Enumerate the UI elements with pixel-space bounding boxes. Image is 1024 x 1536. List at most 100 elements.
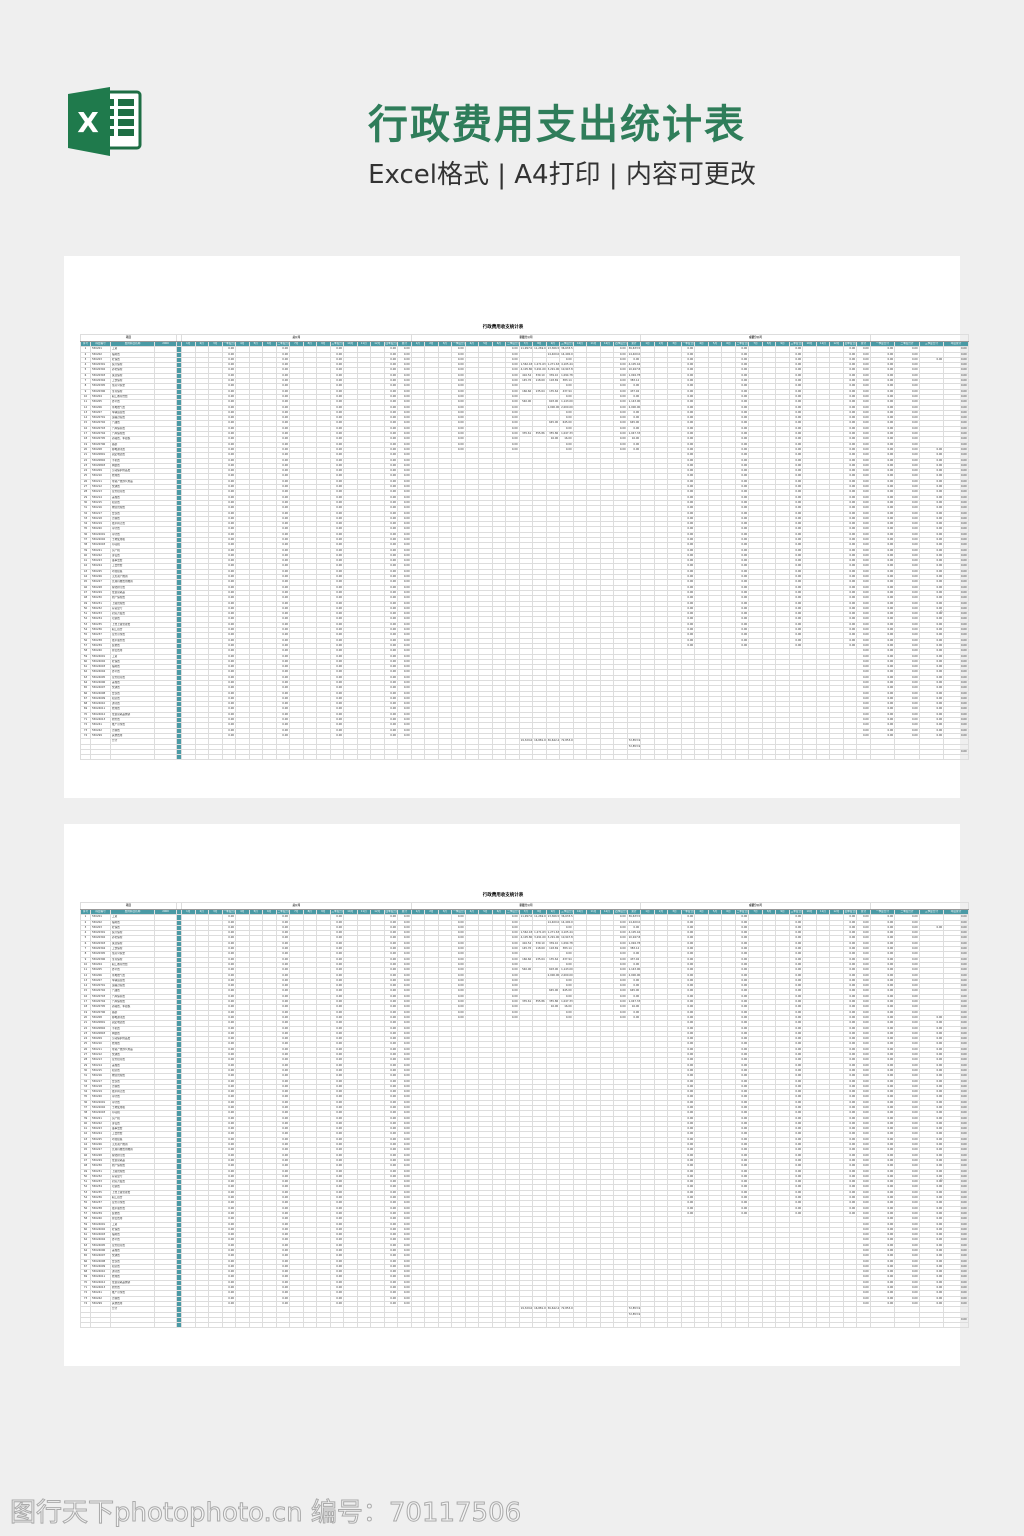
cell: 1,047.33	[626, 431, 642, 438]
cell: 0.00	[275, 732, 290, 740]
cell: 645.00	[545, 420, 561, 427]
column-header: 2月	[424, 908, 439, 916]
cell: 0.00	[275, 669, 290, 676]
group-header: 项目	[80, 334, 177, 342]
cell: 0.00	[275, 536, 290, 544]
cell: 0.00	[329, 611, 344, 618]
cell: 0.00	[329, 473, 344, 480]
cell: 0.00	[626, 425, 642, 433]
cell: 0.00	[329, 732, 344, 740]
cell: 0.00	[451, 431, 466, 438]
cell: 16.00	[626, 436, 642, 443]
table-row: 1 550201 工资 0.00 0.00 0.00 0.00 0.00 0.00 0.00 11,…	[80, 914, 969, 921]
cell	[80, 754, 91, 761]
cell	[154, 754, 177, 761]
cell: 36,633.52	[626, 914, 642, 921]
cell: 0.00	[451, 919, 466, 926]
column-header: 2月	[424, 340, 439, 348]
column-header: 四季度合计	[383, 908, 398, 916]
cell: 36,633.52	[559, 346, 574, 353]
table-row: 45 550227 长期待摊费用摊销 0.00 0.00 0.00 0.00 0.00 0.00…	[80, 579, 969, 586]
sheet-title: 行政费用收支统计表	[482, 325, 524, 330]
cell: 16,881.90	[532, 738, 547, 745]
cell	[370, 754, 385, 761]
cell: 645.00	[626, 420, 642, 427]
table-row: 20 550208 邮电通讯费 0.00 0.00 0.00 0.00 0.00 0.00 0.0…	[80, 446, 969, 454]
table-row: 4 55020301 医疗保险 0.00 0.00 0.00 0.00 0.00 0.00 0.0…	[80, 362, 969, 369]
cell: 0.00	[329, 621, 344, 629]
cell: 0.00	[451, 372, 466, 380]
cell: 0.00	[275, 658, 290, 666]
cell: 0.00	[329, 595, 344, 602]
cell: 0.00	[329, 706, 344, 713]
cell: 0.00	[275, 637, 290, 644]
cell: 0.00	[275, 351, 290, 358]
column-header: 11月	[356, 908, 371, 916]
cell: 0.00	[397, 351, 412, 358]
cell: 0.00	[329, 351, 344, 358]
table-row: 11 550205 办公费 0.00 0.00 0.00 0.00 0.00 0.00 0.00 5…	[80, 399, 969, 406]
cell	[208, 754, 223, 761]
cell: 0.00	[397, 674, 412, 682]
table-row: 60 55024002 社保费 0.00 0.00 0.00 0.00 0.00 0.00 0.0…	[80, 658, 969, 666]
cell: 0.00	[397, 404, 412, 411]
cell	[869, 754, 896, 761]
cell	[918, 754, 945, 761]
cell: 0.00	[397, 701, 412, 708]
column-header: 8月	[302, 908, 317, 916]
cell: 0.00	[329, 648, 344, 655]
cell: 0.00	[329, 658, 344, 666]
cell: 72,853.97	[559, 738, 574, 745]
cell: 1,271.63	[545, 362, 561, 369]
cell: 0.00	[329, 388, 344, 395]
cell: 0.00	[397, 346, 412, 353]
table-row: 5 55020302 养老保险 0.00 0.00 0.00 0.00 0.00 0.00 0.0…	[80, 367, 969, 374]
cell: 0.00	[397, 399, 412, 406]
column-header: 三季度合计	[559, 340, 574, 348]
cell: 1,271.63	[532, 362, 547, 369]
cell: 0.00	[275, 589, 290, 597]
cell: 0.00	[329, 701, 344, 708]
column-header: 5月	[248, 908, 263, 916]
cell: 0.00	[397, 521, 412, 528]
cell: 0.00	[275, 436, 290, 443]
cell: 166.66	[518, 388, 534, 395]
cell: 0.00	[329, 600, 344, 607]
cell	[410, 754, 426, 761]
cell: 0.00	[397, 658, 412, 666]
column-header: 4月	[464, 908, 480, 916]
cell	[586, 754, 601, 761]
cell: 0.00	[329, 505, 344, 512]
cell: 0.00	[451, 367, 466, 374]
cell	[943, 754, 969, 761]
table-row: 22 55020802 手机费 0.00 0.00 0.00 0.00 0.00 0.00 0.0…	[80, 457, 969, 464]
cell: 0.00	[397, 621, 412, 629]
cell: 0.00	[329, 653, 344, 660]
cell	[176, 754, 182, 761]
cell: 0.00	[275, 706, 290, 713]
cell: 1,143.00	[559, 399, 574, 406]
cell: 0.00	[329, 367, 344, 374]
cell: 0.00	[275, 621, 290, 629]
cell: 0.00	[397, 605, 412, 613]
cell: 0.00	[397, 388, 412, 395]
table-row: 3 550203 社保费 0.00 0.00 0.00 0.00 0.00 0.00 0.00 0.…	[80, 356, 969, 364]
cell: 0.00	[275, 664, 290, 671]
cell: 0.00	[329, 579, 344, 586]
cell: 0.00	[329, 584, 344, 591]
cell: 0.00	[397, 568, 412, 576]
cell	[815, 754, 831, 761]
cell: 36,633.52	[626, 346, 642, 353]
cell: 0.00	[329, 404, 344, 411]
cell: 0.00	[275, 346, 290, 353]
cell: 0.00	[329, 919, 344, 926]
cell	[545, 754, 561, 761]
cell: 0.00	[451, 425, 466, 433]
cell: 0.00	[275, 632, 290, 639]
cell: 0.00	[329, 362, 344, 369]
cell: 0.00	[275, 727, 290, 734]
cell: 0.00	[275, 701, 290, 708]
cell: 0.00	[275, 914, 290, 921]
table-row: 8 55020305 住房公积金 0.00 0.00 0.00 0.00 0.00 0.00 0.…	[80, 383, 969, 390]
cell: 0.00	[275, 415, 290, 422]
